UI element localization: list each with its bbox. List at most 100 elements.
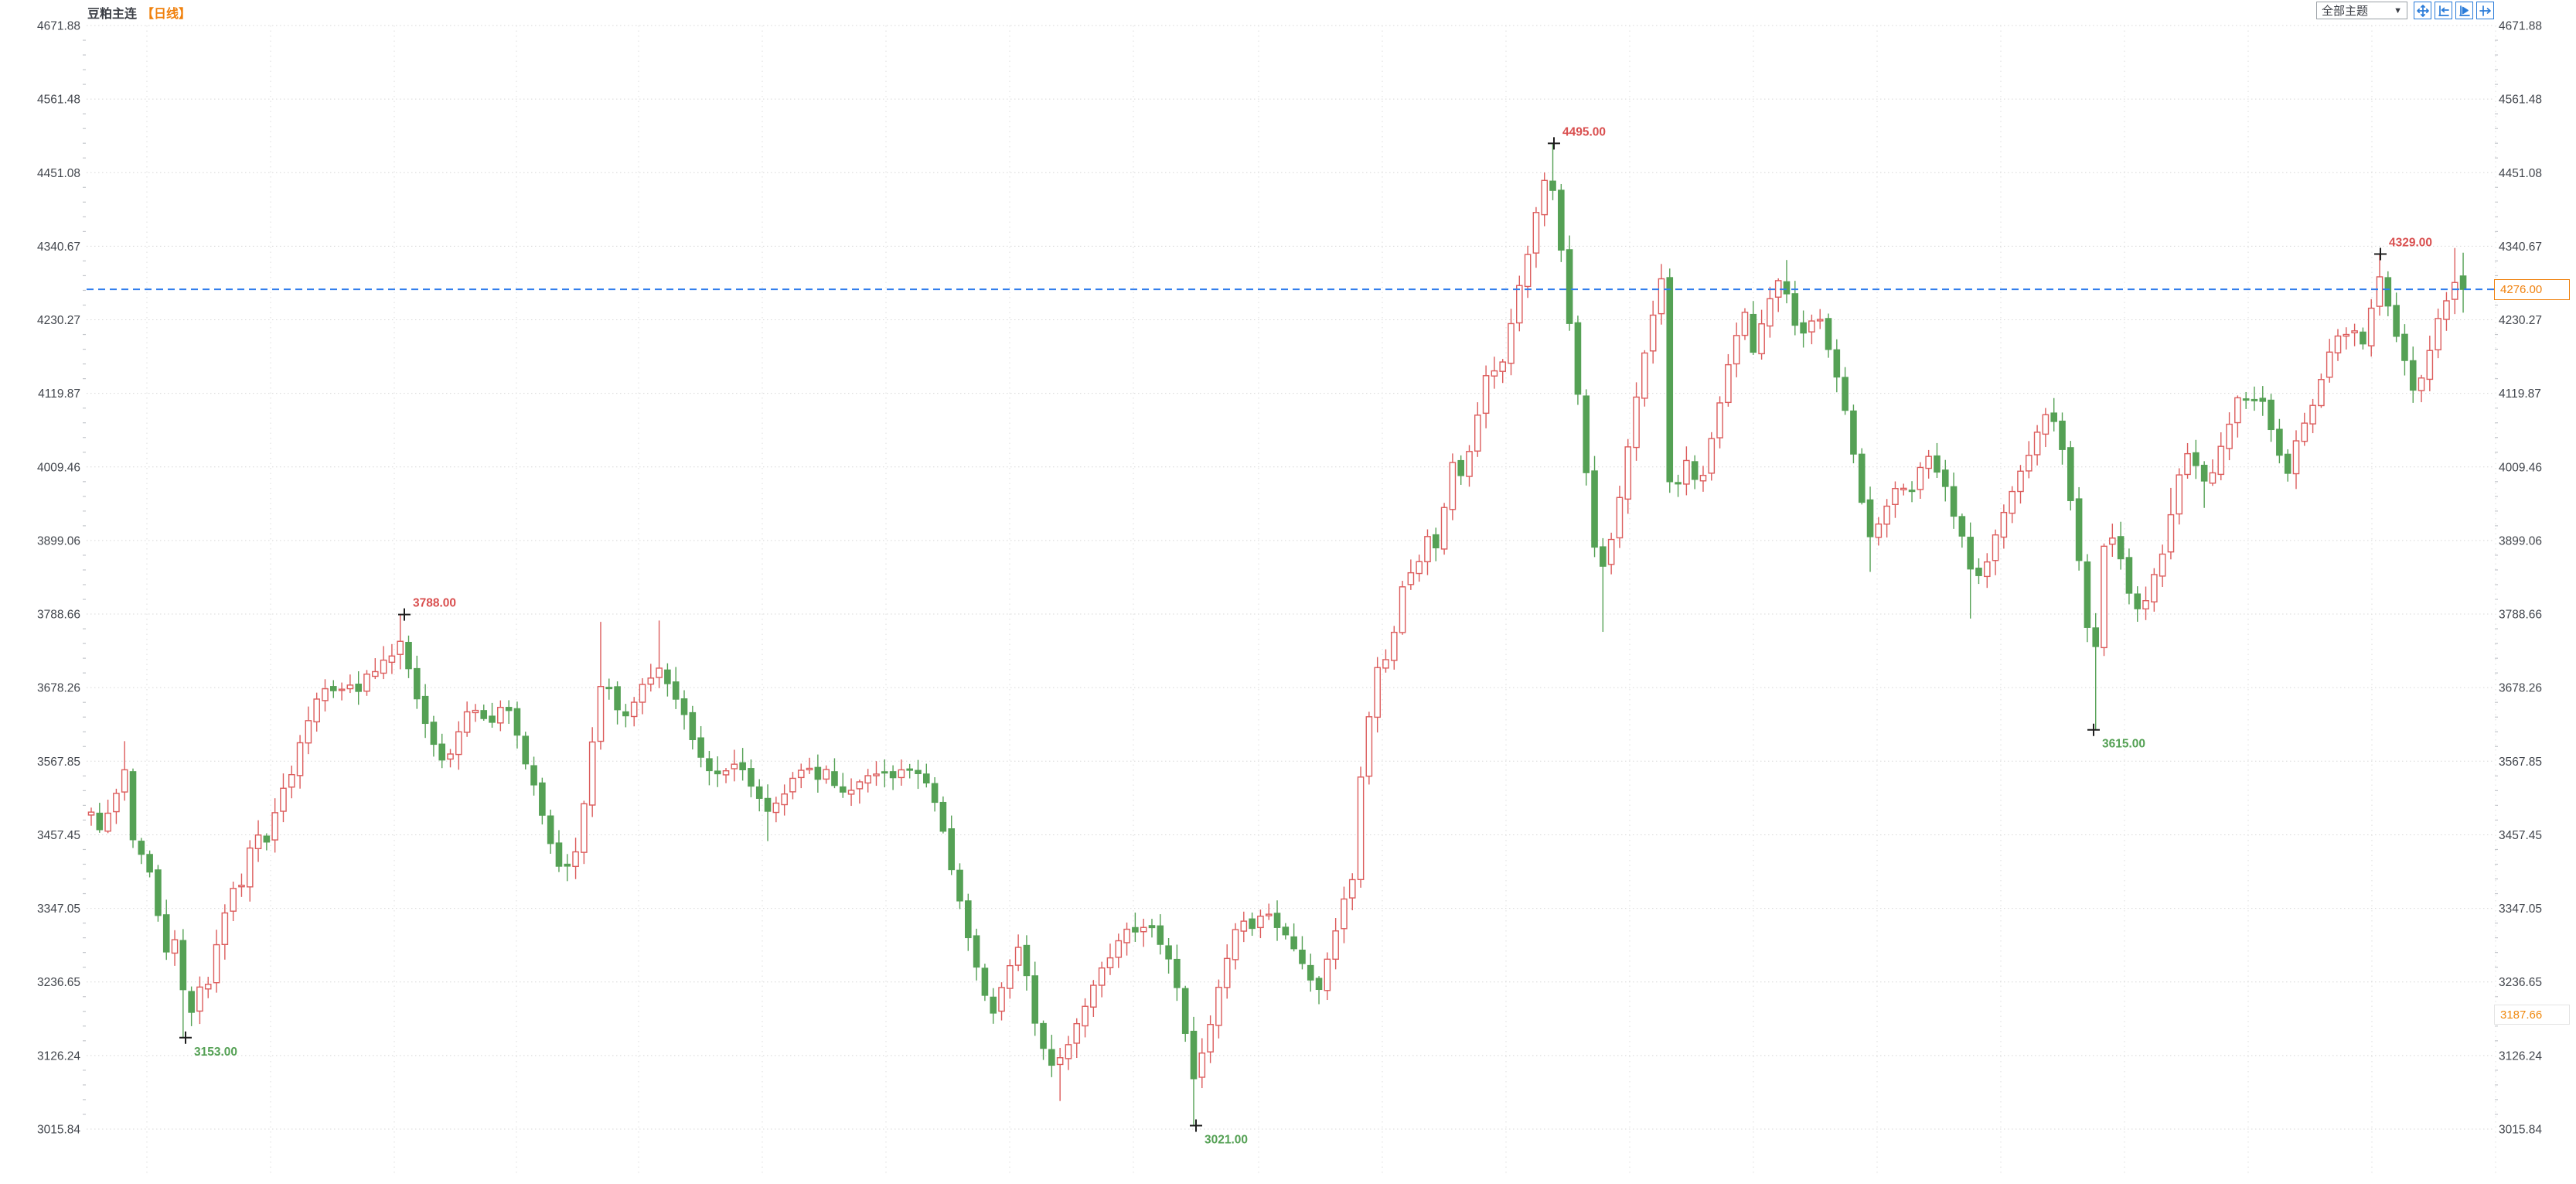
candle-body-up (1232, 929, 1239, 961)
candle-body-down (263, 835, 271, 843)
candle-body-up (2334, 335, 2342, 353)
candle-body-down (1666, 277, 1674, 483)
candle-body-up (497, 706, 504, 724)
candle-body-up (1649, 314, 1657, 352)
shift-right-icon-button[interactable] (2476, 2, 2494, 19)
y-axis-label-right: 4230.27 (2499, 314, 2542, 327)
candle-body-up (338, 688, 346, 691)
candle-body-up (1532, 212, 1540, 254)
candle-body-up (2309, 404, 2316, 425)
candle-body-down (2393, 305, 2400, 337)
candle-body-down (881, 771, 888, 774)
y-axis-label-right: 4340.67 (2499, 241, 2542, 254)
candle-body-down (1975, 568, 1982, 576)
candle-body-up (1499, 361, 1507, 372)
candle-body-up (588, 741, 596, 806)
candle-body-down (505, 707, 513, 711)
candle-body-up (288, 773, 295, 788)
candle-body-up (1641, 352, 1648, 399)
play-from-start-icon-button[interactable] (2455, 2, 2473, 19)
candle-body-up (772, 802, 780, 814)
candle-body-up (1407, 572, 1415, 585)
y-axis-label-left: 4340.67 (37, 241, 80, 254)
candle-body-up (1215, 986, 1222, 1026)
y-axis-label-left: 3567.85 (37, 756, 80, 769)
candle-body-down (96, 812, 104, 831)
candle-body-down (931, 783, 939, 804)
y-axis-label-right: 3015.84 (2499, 1123, 2542, 1136)
theme-dropdown[interactable]: 全部主题 ▼ (2316, 2, 2407, 19)
candle-body-up (1198, 1052, 1206, 1078)
candle-body-down (1941, 469, 1949, 487)
candle-body-up (1716, 402, 1723, 438)
candle-body-up (455, 731, 462, 756)
pan-move-icon-button[interactable] (2414, 2, 2431, 19)
candle-body-up (305, 720, 312, 744)
zoom-to-start-icon-button[interactable] (2435, 2, 2452, 19)
candle-body-down (2067, 447, 2074, 501)
candle-body-up (1725, 363, 1732, 404)
candle-body-up (213, 943, 220, 984)
candle-body-up (1541, 179, 1549, 216)
candle-body-down (1958, 516, 1966, 537)
candle-body-down (2117, 536, 2125, 560)
candle-body-up (372, 670, 379, 677)
candle-body-up (380, 659, 387, 674)
candle-body-down (146, 854, 153, 873)
zoom-to-start-icon (2438, 5, 2449, 16)
candle-body-up (1374, 667, 1381, 718)
y-axis-label-left: 4230.27 (37, 314, 80, 327)
candle-body-up (572, 851, 579, 868)
candle-body-down (2409, 360, 2417, 391)
candle-body-up (472, 709, 479, 714)
candle-body-down (2384, 277, 2392, 307)
candle-body-up (1925, 456, 1932, 469)
candle-body-up (447, 753, 454, 760)
candle-body-down (1048, 1049, 1055, 1066)
candle-body-up (2142, 600, 2149, 610)
candle-body-down (162, 914, 170, 953)
candle-body-up (2101, 545, 2107, 649)
candle-body-up (1491, 370, 1498, 377)
candle-body-down (764, 797, 772, 812)
candle-body-down (973, 935, 980, 968)
candle-body-up (204, 984, 212, 990)
candle-body-up (1508, 322, 1515, 364)
candle-body-down (748, 768, 755, 787)
candle-body-up (238, 885, 245, 888)
candle-body-down (1825, 318, 1832, 350)
candle-body-up (230, 888, 237, 912)
candle-body-down (547, 815, 554, 844)
y-axis-label-right: 3347.05 (2499, 903, 2542, 916)
candle-body-down (672, 681, 680, 700)
y-axis-label-left: 3347.05 (37, 903, 80, 916)
candle-body-up (1332, 930, 1339, 961)
candle-body-down (1249, 918, 1256, 930)
y-axis-label-right: 3457.45 (2499, 829, 2542, 842)
candle-body-down (2284, 453, 2291, 474)
candle-body-up (1816, 319, 1824, 322)
candle-body-down (179, 940, 187, 991)
candle-body-up (2184, 452, 2191, 476)
shift-right-icon (2479, 5, 2491, 16)
candle-body-down (697, 737, 704, 758)
candle-body-up (1207, 1023, 1214, 1053)
candle-body-down (622, 711, 629, 717)
candle-body-down (1165, 945, 1172, 960)
candle-body-up (722, 769, 730, 776)
y-axis-label-right: 3678.26 (2499, 682, 2542, 695)
candle-body-down (355, 684, 362, 692)
candle-body-down (1934, 455, 1941, 473)
candle-body-up (196, 986, 203, 1012)
candle-body-down (405, 641, 412, 670)
candle-body-down (1950, 486, 1958, 517)
candle-body-up (2367, 307, 2375, 346)
candle-body-down (706, 758, 713, 772)
candle-body-down (1574, 322, 1582, 395)
chart-title: 豆粕主连 【日线】 (87, 3, 191, 22)
candle-body-up (1073, 1022, 1081, 1044)
candle-body-up (2301, 422, 2309, 442)
candle-body-down (1023, 944, 1031, 977)
candle-body-down (2242, 398, 2250, 401)
